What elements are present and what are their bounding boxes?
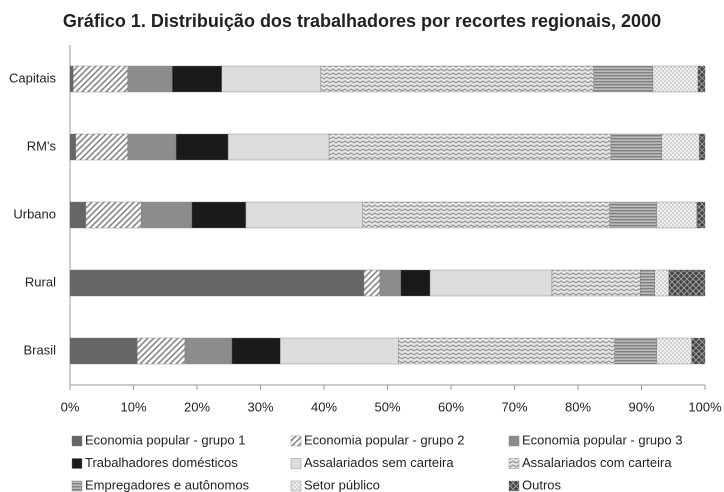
bar-segment	[614, 337, 657, 365]
bar-segment	[699, 133, 706, 161]
bar-segment	[231, 337, 281, 365]
legend-swatch	[508, 458, 520, 469]
x-tick-label: 100%	[688, 399, 722, 414]
legend-label: Economia popular - grupo 3	[522, 432, 682, 447]
bar-segment	[227, 133, 330, 161]
legend-swatch	[290, 435, 302, 447]
y-tick-label: RM's	[27, 138, 57, 153]
bar-segment	[362, 201, 610, 229]
bar-segment	[640, 269, 656, 297]
bar-segment	[279, 337, 399, 365]
legend-label: Outros	[522, 477, 562, 492]
bar-segment	[363, 269, 381, 297]
x-tick-label: 50%	[374, 399, 400, 414]
x-tick-label: 60%	[438, 399, 464, 414]
legend-label: Assalariados sem carteira	[304, 455, 454, 470]
x-tick-label: 10%	[120, 399, 146, 414]
legend-swatch	[290, 480, 302, 492]
bar-segment	[320, 65, 595, 93]
legend-label: Empregadores e autônomos	[85, 477, 250, 492]
legend-swatch	[71, 458, 83, 469]
bar-segment	[245, 201, 363, 229]
bar-segment	[127, 133, 177, 161]
x-tick-label: 40%	[311, 399, 337, 414]
legend-label: Economia popular - grupo 1	[85, 432, 245, 447]
legend-swatch	[508, 435, 520, 447]
bar-segment	[85, 201, 142, 229]
x-tick-label: 90%	[628, 399, 654, 414]
bar-segment	[127, 65, 173, 93]
bar-segment	[75, 133, 128, 161]
bar-segment	[593, 65, 654, 93]
bar-segment	[551, 269, 641, 297]
bar-segment	[696, 201, 706, 229]
bar-segment	[379, 269, 402, 297]
bar-segment	[184, 337, 233, 365]
bar-segment	[69, 65, 74, 93]
bar-segment	[175, 133, 229, 161]
bar-segment	[328, 133, 612, 161]
bar-segment	[654, 269, 670, 297]
bar-segment	[398, 337, 616, 365]
chart-title: Gráfico 1. Distribuição dos trabalhadore…	[63, 11, 661, 31]
bar-segment	[691, 337, 706, 365]
x-tick-label: 80%	[565, 399, 591, 414]
bar-segment	[140, 201, 193, 229]
bar-segment	[656, 201, 697, 229]
legend-label: Trabalhadores domésticos	[85, 455, 238, 470]
y-tick-label: Brasil	[23, 342, 56, 357]
bar-segment	[69, 269, 365, 297]
bar-segment	[609, 201, 657, 229]
bar-segment	[429, 269, 553, 297]
y-tick-label: Urbano	[13, 206, 56, 221]
bar-segment	[661, 133, 700, 161]
y-tick-label: Capitais	[9, 70, 56, 85]
bar-segment	[400, 269, 431, 297]
bar-segment	[221, 65, 322, 93]
bar-segment	[697, 65, 706, 93]
bar-segment	[191, 201, 247, 229]
legend-swatch	[508, 480, 520, 492]
legend-swatch	[71, 480, 83, 492]
x-tick-label: 30%	[247, 399, 273, 414]
x-tick-label: 20%	[184, 399, 210, 414]
bar-segment	[137, 337, 186, 365]
x-tick-label: 0%	[61, 399, 80, 414]
legend-label: Assalariados com carteira	[522, 455, 672, 470]
bar-segment	[668, 269, 706, 297]
bar-segment	[652, 65, 699, 93]
bar-segment	[172, 65, 222, 93]
y-tick-label: Rural	[25, 274, 56, 289]
bar-segment	[610, 133, 663, 161]
legend-label: Economia popular - grupo 2	[304, 432, 464, 447]
bar-segment	[69, 133, 76, 161]
legend-label: Setor público	[304, 477, 380, 492]
legend-swatch	[71, 435, 83, 447]
bar-segment	[69, 201, 87, 229]
legend-swatch	[290, 458, 302, 469]
bar-segment	[69, 337, 138, 365]
bar-segment	[656, 337, 692, 365]
x-tick-label: 70%	[501, 399, 527, 414]
bar-segment	[72, 65, 128, 93]
